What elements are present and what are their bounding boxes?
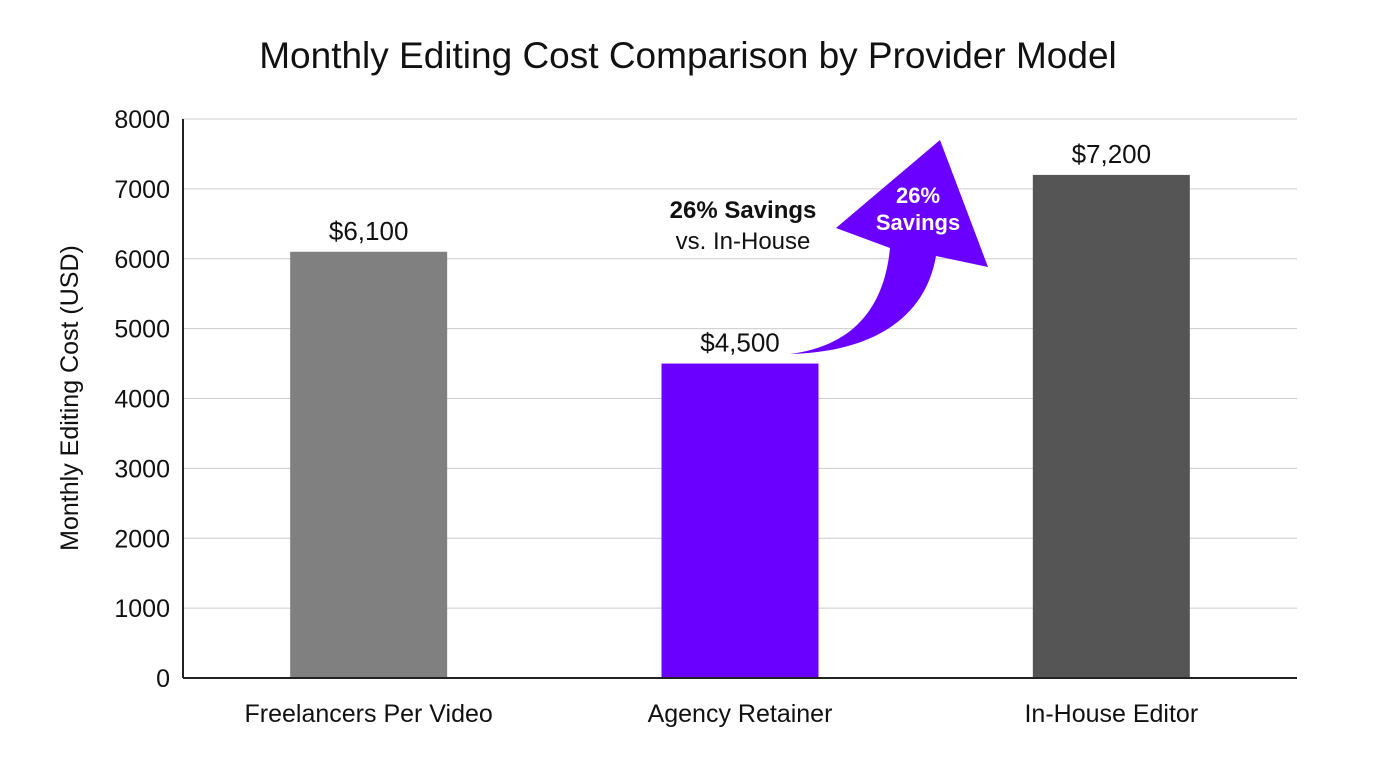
chart-title: Monthly Editing Cost Comparison by Provi… [259,35,1117,76]
bar [661,363,819,678]
x-tick-label: Freelancers Per Video [245,700,493,728]
x-tick-label: Agency Retainer [648,700,833,728]
y-tick-label: 6000 [114,246,170,274]
y-tick-label: 7000 [114,176,170,204]
y-tick-label: 0 [156,665,170,693]
arrow-label-line2: Savings [876,210,960,235]
data-label: $4,500 [700,328,780,358]
data-label: $6,100 [329,216,409,246]
bar [1032,174,1190,678]
y-tick-label: 3000 [114,455,170,483]
y-tick-label: 5000 [114,316,170,344]
data-label: $7,200 [1072,139,1152,169]
x-tick-label: In-House Editor [1024,700,1198,728]
savings-arrow [790,140,988,354]
bar [290,251,448,678]
y-axis-label: Monthly Editing Cost (USD) [56,245,84,551]
y-tick-label: 4000 [114,386,170,414]
savings-callout-bold: 26% Savings [670,197,817,224]
y-tick-label: 2000 [114,525,170,553]
savings-callout-sub: vs. In-House [676,228,811,255]
y-tick-label: 1000 [114,595,170,623]
arrow-label-line1: 26% [896,183,940,208]
y-tick-label: 8000 [114,106,170,134]
